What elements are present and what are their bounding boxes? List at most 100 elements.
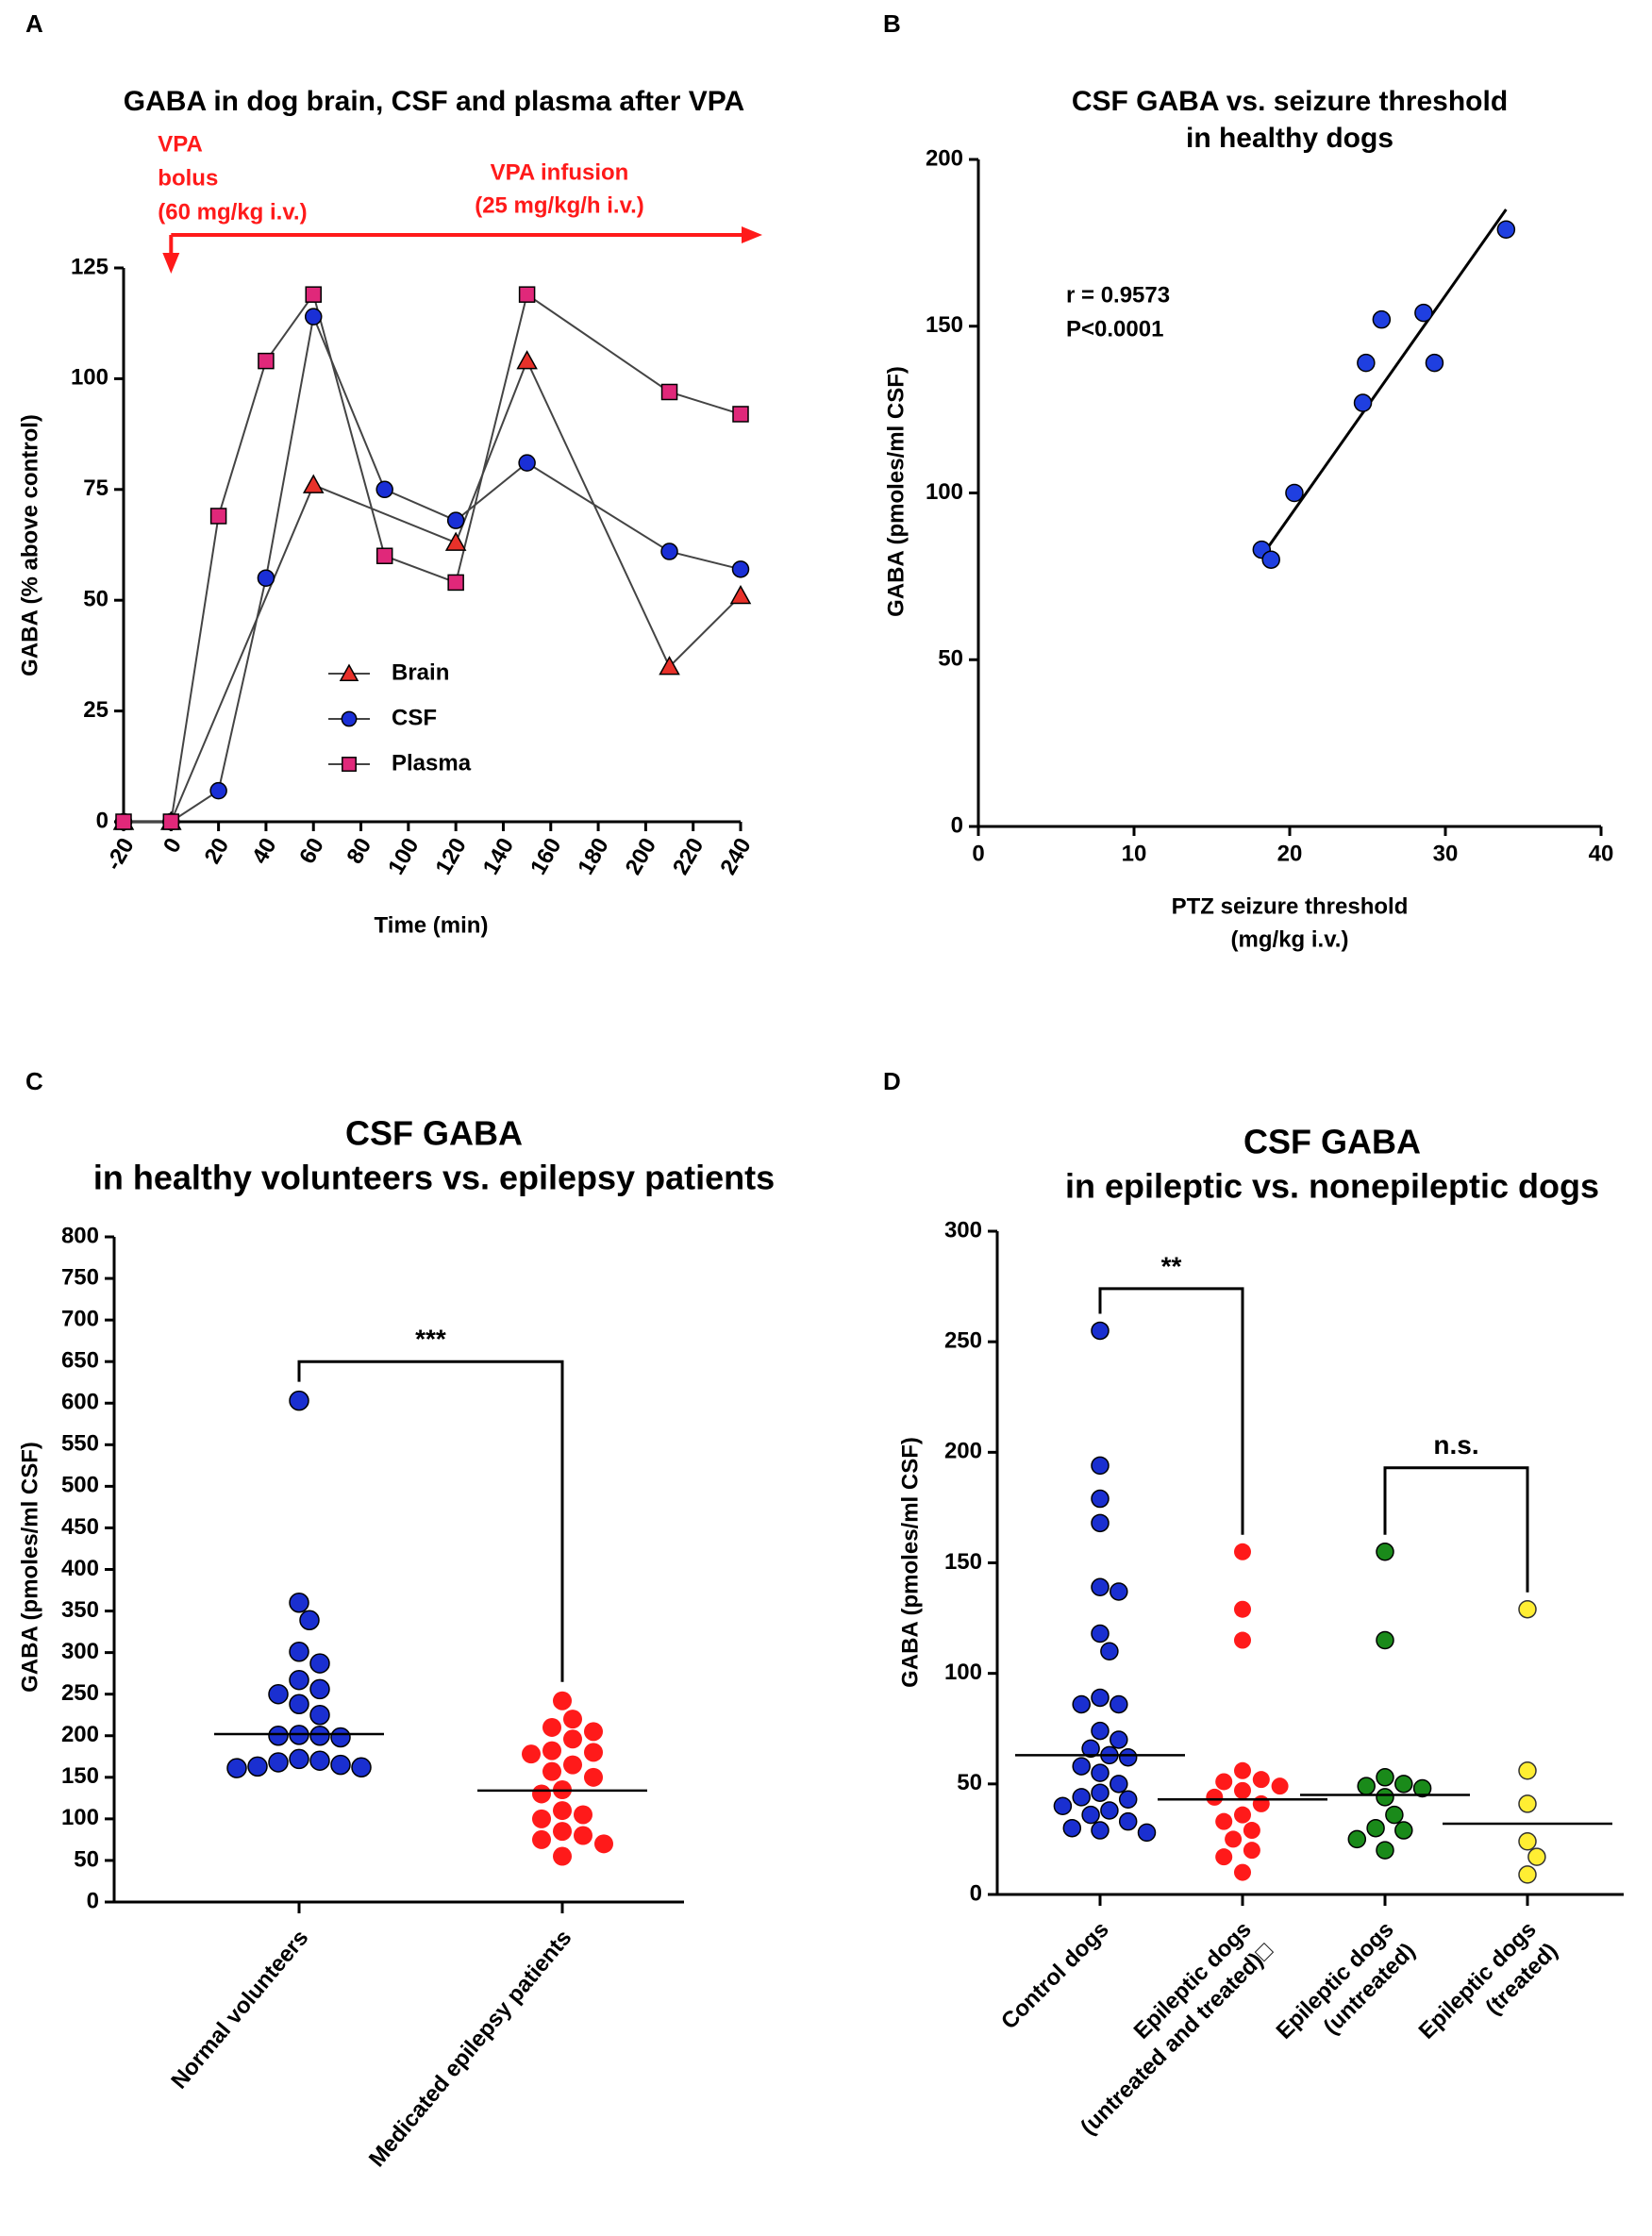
data-point	[1376, 1841, 1394, 1860]
data-point	[1081, 1739, 1100, 1759]
arrow-head	[742, 226, 762, 243]
data-point	[1285, 483, 1304, 503]
y-tick-label: 0	[87, 1888, 99, 1913]
legend-marker	[339, 663, 359, 681]
data-point	[1357, 353, 1376, 373]
data-point	[1137, 1823, 1157, 1843]
data-point	[1053, 1796, 1073, 1816]
chart-title: CSF GABA	[1243, 1123, 1421, 1161]
data-point	[115, 813, 132, 830]
data-point	[1091, 1821, 1110, 1840]
data-point	[1118, 1747, 1138, 1767]
y-tick-label: 50	[83, 587, 108, 612]
data-point	[574, 1826, 592, 1845]
data-point	[660, 542, 678, 560]
y-tick-label: 650	[61, 1348, 99, 1374]
chart-title: GABA in dog brain, CSF and plasma after …	[124, 86, 744, 117]
y-tick-label: 350	[61, 1597, 99, 1623]
data-point	[1376, 1543, 1394, 1561]
data-point	[1234, 1543, 1251, 1560]
data-point	[1518, 1865, 1537, 1884]
data-point	[444, 531, 467, 551]
data-point	[1234, 1806, 1251, 1824]
data-point	[446, 511, 465, 529]
data-point	[1110, 1582, 1128, 1601]
data-point	[209, 781, 227, 800]
data-point	[1072, 1694, 1091, 1714]
data-point	[330, 1754, 351, 1776]
data-point	[532, 1829, 551, 1849]
data-point	[289, 1669, 309, 1691]
y-tick-label: 550	[61, 1431, 99, 1457]
data-point	[330, 1727, 351, 1748]
data-point	[257, 569, 275, 587]
data-point	[1372, 309, 1392, 329]
y-tick-label: 200	[944, 1439, 982, 1464]
data-point	[1118, 1790, 1138, 1809]
legend-marker	[342, 757, 357, 772]
legend-marker	[341, 710, 358, 727]
annotation: P<0.0001	[1066, 316, 1163, 342]
annotation: VPA	[158, 131, 203, 157]
significance-label: ***	[415, 1325, 446, 1354]
data-point	[304, 308, 323, 325]
data-point	[226, 1758, 247, 1778]
data-point	[268, 1752, 289, 1773]
data-point	[1100, 1801, 1119, 1820]
data-point	[375, 547, 393, 564]
data-line	[124, 292, 742, 823]
annotation: r = 0.9573	[1066, 282, 1170, 308]
data-point	[289, 1641, 309, 1662]
data-point	[594, 1834, 613, 1854]
data-point	[1271, 1777, 1289, 1795]
data-point	[289, 1748, 309, 1770]
data-point	[516, 350, 538, 370]
data-point	[1376, 1630, 1394, 1650]
data-point	[289, 1390, 309, 1411]
y-tick-label: 75	[83, 476, 108, 501]
y-axis-label: GABA (pmoles/ml CSF)	[897, 1437, 923, 1688]
y-axis-label: GABA (pmoles/ml CSF)	[883, 366, 909, 617]
data-point	[309, 1678, 330, 1700]
legend-label: Brain	[392, 659, 449, 685]
data-point	[1110, 1775, 1128, 1794]
y-axis-label: GABA (% above control)	[17, 414, 42, 676]
data-point	[1091, 1783, 1110, 1802]
data-point	[563, 1710, 582, 1729]
data-point	[1385, 1805, 1404, 1825]
data-point	[518, 454, 536, 472]
data-point	[309, 1653, 330, 1674]
chart-title: CSF GABA	[345, 1114, 523, 1153]
data-point	[584, 1743, 603, 1762]
data-point	[553, 1822, 572, 1842]
data-point	[1394, 1775, 1413, 1794]
y-tick-label: 0	[951, 812, 963, 838]
data-point	[1072, 1757, 1091, 1776]
data-point	[1091, 1513, 1110, 1533]
data-point	[1518, 1832, 1537, 1851]
data-point	[1425, 353, 1444, 373]
x-axis-label: Time (min)	[375, 912, 489, 938]
data-point	[1091, 1456, 1110, 1476]
annotation: (25 mg/kg/h i.v.)	[475, 192, 644, 218]
chart-title: in epileptic vs. nonepileptic dogs	[1065, 1166, 1599, 1205]
data-point	[584, 1722, 603, 1742]
data-point	[1518, 1794, 1537, 1813]
significance-bracket	[297, 1360, 564, 1682]
data-point	[1110, 1694, 1128, 1714]
data-point	[522, 1744, 541, 1764]
data-point	[289, 1694, 309, 1715]
chart-title: in healthy volunteers vs. epilepsy patie…	[93, 1158, 775, 1196]
legend-label: CSF	[392, 705, 437, 730]
significance-label: **	[1161, 1251, 1182, 1280]
data-point	[289, 1593, 309, 1613]
data-point	[1518, 1599, 1537, 1619]
data-point	[1353, 393, 1373, 412]
data-point	[1234, 1863, 1251, 1881]
x-axis-label: PTZ seizure threshold	[1172, 893, 1409, 919]
y-tick-label: 250	[61, 1680, 99, 1706]
data-point	[268, 1683, 289, 1705]
y-tick-label: 800	[61, 1223, 99, 1248]
data-point	[1518, 1761, 1537, 1780]
data-point	[660, 383, 678, 401]
